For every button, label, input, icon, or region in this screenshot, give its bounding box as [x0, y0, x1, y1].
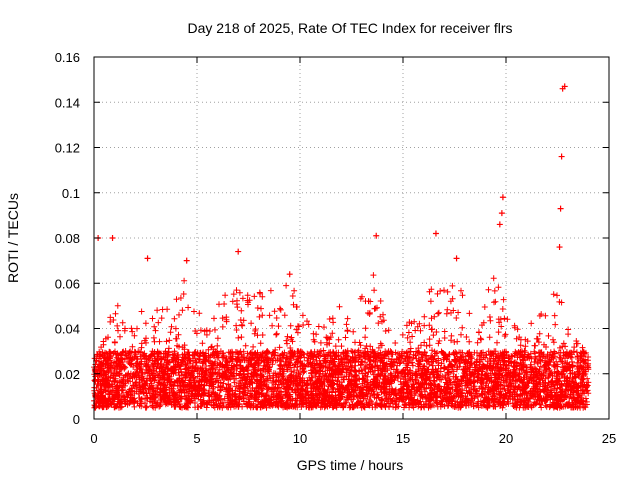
y-tick-label: 0.08 [55, 231, 80, 246]
data-point [558, 153, 565, 160]
x-axis-label: GPS time / hours [297, 457, 404, 473]
data-point [556, 244, 563, 251]
y-tick-label: 0.1 [62, 186, 80, 201]
x-axis-tick-labels: 0 5 10 15 20 25 [90, 431, 616, 446]
data-points [91, 83, 592, 411]
axis-ticks [93, 56, 610, 420]
data-point [183, 257, 190, 264]
y-axis-tick-labels: 0 0.02 0.04 0.06 0.08 0.1 0.12 0.14 0.16 [55, 50, 80, 427]
x-tick-label: 5 [193, 431, 200, 446]
data-point [496, 221, 503, 228]
y-axis-label: ROTI / TECUs [5, 193, 21, 283]
scatter-markers [91, 272, 592, 411]
x-tick-label: 15 [396, 431, 410, 446]
y-tick-label: 0.04 [55, 322, 80, 337]
data-point [499, 194, 506, 201]
data-point [373, 232, 380, 239]
data-point [557, 205, 564, 212]
y-tick-label: 0.12 [55, 141, 80, 156]
data-point [453, 255, 460, 262]
y-tick-label: 0.02 [55, 367, 80, 382]
data-point [286, 271, 293, 278]
data-point [144, 255, 151, 262]
data-point [498, 210, 505, 217]
x-tick-label: 25 [602, 431, 616, 446]
data-point [235, 248, 242, 255]
data-point [561, 83, 568, 90]
y-tick-label: 0.16 [55, 50, 80, 65]
y-tick-label: 0.06 [55, 276, 80, 291]
data-point [432, 230, 439, 237]
x-tick-label: 10 [293, 431, 307, 446]
x-tick-label: 20 [499, 431, 513, 446]
y-tick-label: 0.14 [55, 95, 80, 110]
chart-title: Day 218 of 2025, Rate Of TEC Index for r… [187, 20, 512, 36]
x-tick-label: 0 [90, 431, 97, 446]
data-point [109, 235, 116, 241]
grid-lines [94, 57, 609, 419]
y-tick-label: 0 [73, 412, 80, 427]
